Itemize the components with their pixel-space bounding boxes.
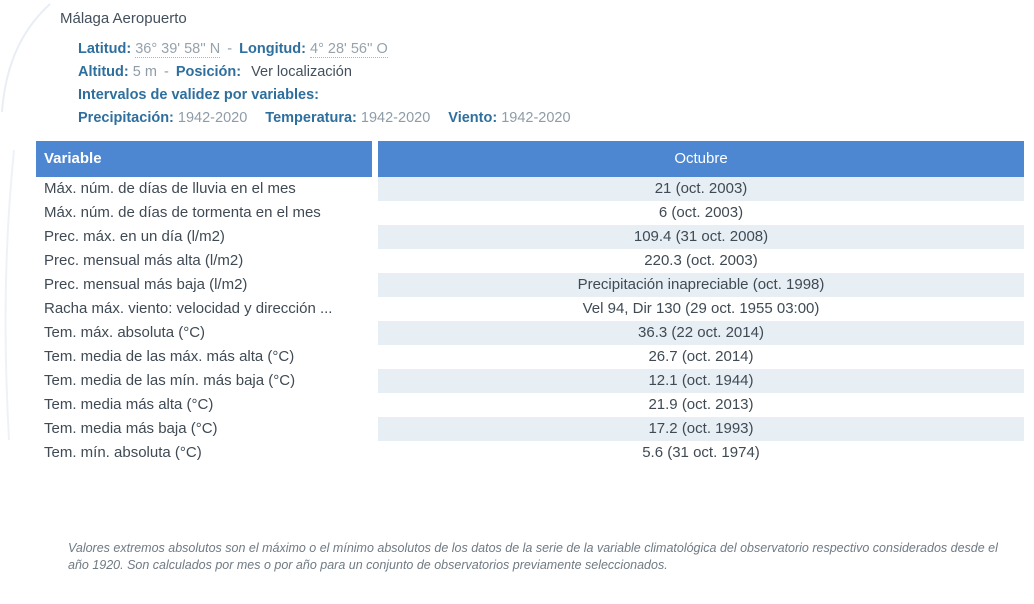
table-row: Tem. máx. absoluta (°C) 36.3 (22 oct. 20… [36, 321, 1024, 345]
variable-cell: Máx. núm. de días de lluvia en el mes [44, 180, 296, 197]
altitude-label: Altitud: [78, 64, 129, 80]
intervals-heading-label: Intervalos de validez por variables: [78, 87, 319, 103]
footnote-text: Valores extremos absolutos son el máximo… [68, 541, 998, 572]
table-row: Máx. núm. de días de lluvia en el mes 21… [36, 177, 1024, 201]
precipitation-interval-label: Precipitación: [78, 110, 174, 126]
interval-precipitation: Precipitación: 1942-2020 [78, 110, 251, 126]
value-cell: 36.3 (22 oct. 2014) [378, 321, 1024, 345]
table-header-row: Variable Octubre [36, 141, 1024, 177]
value-cell: 21.9 (oct. 2013) [648, 396, 754, 413]
temperature-interval-label: Temperatura: [265, 110, 357, 126]
value-cell: 21 (oct. 2003) [378, 177, 1024, 201]
value-cell: 220.3 (oct. 2003) [644, 252, 758, 269]
table-row: Prec. mensual más baja (l/m2) Precipitac… [36, 273, 1024, 297]
column-header-octubre: Octubre [378, 141, 1024, 177]
longitude-label: Longitud: [239, 41, 306, 57]
precipitation-interval-value: 1942-2020 [177, 110, 248, 126]
value-cell: 26.7 (oct. 2014) [648, 348, 754, 365]
value-cell: Vel 94, Dir 130 (29 oct. 1955 03:00) [582, 300, 820, 317]
station-title: Málaga Aeropuerto [60, 10, 187, 27]
value-cell: 17.2 (oct. 1993) [378, 417, 1024, 441]
table-row: Prec. mensual más alta (l/m2) 220.3 (oct… [36, 249, 1024, 273]
variable-cell: Tem. media más baja (°C) [44, 420, 218, 437]
temperature-interval-value: 1942-2020 [360, 110, 431, 126]
variable-cell: Prec. máx. en un día (l/m2) [44, 228, 225, 245]
position-label: Posición: [175, 64, 242, 80]
table-row: Tem. media de las mín. más baja (°C) 12.… [36, 369, 1024, 393]
coordinates-separator: - [227, 41, 233, 57]
table-row: Tem. media más baja (°C) 17.2 (oct. 1993… [36, 417, 1024, 441]
altitude-line: Altitud: 5 m - Posición: Ver localizació… [78, 61, 585, 84]
wind-interval-label: Viento: [448, 110, 498, 126]
table-row: Racha máx. viento: velocidad y dirección… [36, 297, 1024, 321]
variable-cell: Tem. mín. absoluta (°C) [44, 444, 202, 461]
value-cell: Precipitación inapreciable (oct. 1998) [378, 273, 1024, 297]
interval-temperature: Temperatura: 1942-2020 [265, 110, 434, 126]
longitude-value: 4° 28' 56'' O [310, 41, 388, 58]
latitude-value: 36° 39' 58'' N [135, 41, 221, 58]
value-cell: 5.6 (31 oct. 1974) [642, 444, 760, 461]
column-header-variable: Variable [36, 141, 372, 177]
latitude-label: Latitud: [78, 41, 132, 57]
intervals-heading: Intervalos de validez por variables: [78, 84, 585, 107]
value-cell: 12.1 (oct. 1944) [378, 369, 1024, 393]
variable-cell: Racha máx. viento: velocidad y dirección… [44, 300, 333, 317]
table-row: Máx. núm. de días de tormenta en el mes … [36, 201, 1024, 225]
variable-cell: Tem. media más alta (°C) [44, 396, 214, 413]
station-metadata: Latitud: 36° 39' 58'' N - Longitud: 4° 2… [78, 38, 585, 130]
variable-cell: Tem. media de las mín. más baja (°C) [44, 372, 296, 389]
table-row: Prec. máx. en un día (l/m2) 109.4 (31 oc… [36, 225, 1024, 249]
wind-interval-value: 1942-2020 [501, 110, 571, 126]
variable-cell: Tem. máx. absoluta (°C) [44, 324, 206, 341]
view-location-link[interactable]: Ver localización [251, 64, 352, 80]
variable-cell: Prec. mensual más baja (l/m2) [44, 276, 248, 293]
background-swoosh-decoration [1, 3, 51, 441]
variable-cell: Prec. mensual más alta (l/m2) [44, 252, 244, 269]
value-cell: 6 (oct. 2003) [658, 204, 744, 221]
coordinates-line: Latitud: 36° 39' 58'' N - Longitud: 4° 2… [78, 38, 585, 61]
altitude-value: 5 m [132, 64, 157, 80]
climate-extremes-table: Variable Octubre Máx. núm. de días de ll… [36, 141, 1024, 465]
table-row: Tem. media más alta (°C) 21.9 (oct. 2013… [36, 393, 1024, 417]
altitude-separator: - [163, 64, 169, 80]
table-body: Máx. núm. de días de lluvia en el mes 21… [36, 177, 1024, 465]
interval-wind: Viento: 1942-2020 [448, 110, 570, 126]
table-row: Tem. mín. absoluta (°C) 5.6 (31 oct. 197… [36, 441, 1024, 465]
variable-cell: Tem. media de las máx. más alta (°C) [44, 348, 295, 365]
table-row: Tem. media de las máx. más alta (°C) 26.… [36, 345, 1024, 369]
variable-cell: Máx. núm. de días de tormenta en el mes [44, 204, 321, 221]
value-cell: 109.4 (31 oct. 2008) [378, 225, 1024, 249]
intervals-line: Precipitación: 1942-2020 Temperatura: 19… [78, 107, 585, 130]
